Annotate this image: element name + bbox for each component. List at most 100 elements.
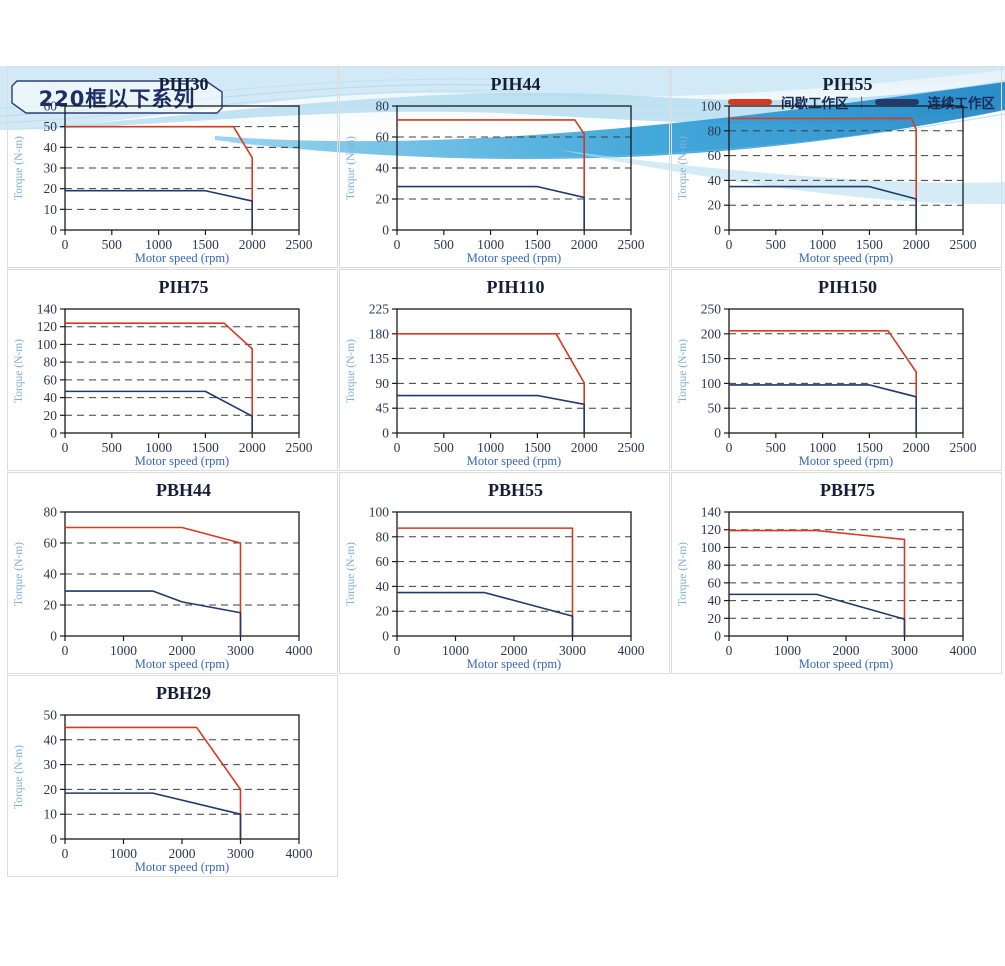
chart-title: PIH55 <box>822 74 873 94</box>
y-tick-label: 0 <box>50 426 57 441</box>
x-tick-label: 1500 <box>856 440 883 455</box>
y-tick-label: 60 <box>376 130 390 145</box>
x-tick-label: 0 <box>726 237 733 252</box>
intermittent-zone-line <box>65 726 242 839</box>
x-tick-label: 4000 <box>950 643 977 658</box>
y-axis-label: Torque (N-m) <box>13 136 25 200</box>
x-axis-label: Motor speed (rpm) <box>135 454 229 468</box>
continuous-zone-line <box>397 591 574 636</box>
y-tick-label: 10 <box>44 807 58 822</box>
x-axis-label: Motor speed (rpm) <box>135 251 229 265</box>
x-tick-label: 1500 <box>192 237 219 252</box>
chart-card-pih110: PIH110 0 45 90 135 180 225 0 500 1000 1500 2000 2500… <box>339 269 670 471</box>
chart-title: PIH44 <box>490 74 541 94</box>
intermittent-zone-line <box>729 330 917 433</box>
x-tick-label: 2000 <box>571 440 598 455</box>
x-tick-label: 0 <box>394 643 401 658</box>
y-tick-label: 20 <box>44 408 58 423</box>
intermittent-zone-line <box>729 529 906 636</box>
y-tick-label: 50 <box>44 708 58 723</box>
x-tick-label: 4000 <box>618 643 645 658</box>
chart-title: PBH55 <box>487 480 543 500</box>
x-tick-label: 0 <box>62 643 69 658</box>
y-tick-label: 20 <box>376 604 390 619</box>
x-tick-label: 1000 <box>145 237 172 252</box>
y-tick-label: 60 <box>44 372 58 387</box>
x-axis-label: Motor speed (rpm) <box>467 454 561 468</box>
x-tick-label: 1000 <box>145 440 172 455</box>
y-tick-label: 20 <box>44 181 58 196</box>
x-tick-label: 1000 <box>442 643 469 658</box>
y-axis-label: Torque (N-m) <box>677 542 689 606</box>
plot-border <box>728 308 964 434</box>
y-tick-label: 30 <box>44 161 58 176</box>
chart-title: PBH44 <box>155 480 211 500</box>
chart-plot: 0 45 90 135 180 225 0 500 1000 1500 2000 2500 Motor … <box>345 302 645 469</box>
x-tick-label: 0 <box>726 643 733 658</box>
x-tick-label: 0 <box>62 846 69 861</box>
x-axis-label: Motor speed (rpm) <box>467 657 561 671</box>
plot-border <box>396 308 632 434</box>
y-tick-label: 50 <box>708 401 722 416</box>
y-tick-label: 140 <box>701 505 722 520</box>
y-tick-label: 225 <box>369 302 390 317</box>
x-tick-label: 1000 <box>774 643 801 658</box>
x-tick-label: 4000 <box>286 643 313 658</box>
y-tick-label: 80 <box>708 123 722 138</box>
chart-card-pbh29: PBH29 0 10 20 30 40 50 0 1000 2000 3000 4000 Motor s… <box>7 675 338 877</box>
intermittent-label: 间歇工作区 <box>780 96 849 112</box>
x-tick-label: 1000 <box>809 237 836 252</box>
chart-title: PIH30 <box>158 74 209 94</box>
x-tick-label: 2500 <box>286 237 313 252</box>
intermittent-zone-line <box>65 125 253 230</box>
y-tick-label: 100 <box>701 540 722 555</box>
intermittent-line-swatch <box>727 99 772 105</box>
y-tick-label: 80 <box>376 99 390 114</box>
chart-card-pih44: PIH44 0 20 40 60 80 0 500 1000 1500 2000 2500 Motor … <box>339 66 670 268</box>
x-tick-label: 2000 <box>169 643 196 658</box>
chart-title: PIH75 <box>158 277 209 297</box>
chart-card-pih150: PIH150 0 50 100 150 200 250 0 500 1000 1500 2000 250… <box>671 269 1002 471</box>
y-tick-label: 120 <box>37 319 58 334</box>
y-tick-label: 150 <box>701 351 722 366</box>
x-tick-label: 2000 <box>571 237 598 252</box>
y-tick-label: 0 <box>714 629 721 644</box>
x-tick-label: 2500 <box>286 440 313 455</box>
y-tick-label: 0 <box>50 629 57 644</box>
continuous-line-swatch <box>874 99 919 105</box>
x-axis-label: Motor speed (rpm) <box>799 454 893 468</box>
x-tick-label: 500 <box>434 440 455 455</box>
chart-plot: 0 10 20 30 40 50 0 1000 2000 3000 4000 Motor speed … <box>13 708 313 875</box>
legend-separator: | <box>859 95 864 109</box>
chart-card-pih75: PIH75 0 20 40 60 80 100 120 140 0 500 1000 1500 2000 2… <box>7 269 338 471</box>
continuous-zone-line <box>397 394 585 433</box>
chart-title: PIH110 <box>486 277 545 297</box>
x-tick-label: 2000 <box>239 237 266 252</box>
y-tick-label: 100 <box>701 99 722 114</box>
y-tick-label: 60 <box>44 536 58 551</box>
continuous-label: 连续工作区 <box>927 96 996 112</box>
y-tick-label: 10 <box>44 202 58 217</box>
x-tick-label: 500 <box>766 237 787 252</box>
x-tick-label: 1000 <box>477 237 504 252</box>
y-axis-label: Torque (N-m) <box>345 339 357 403</box>
y-tick-label: 200 <box>701 326 722 341</box>
x-tick-label: 1000 <box>110 846 137 861</box>
x-tick-label: 1500 <box>192 440 219 455</box>
x-tick-label: 2500 <box>618 440 645 455</box>
y-tick-label: 180 <box>369 326 390 341</box>
legend: 间歇工作区 | 连续工作区 <box>727 92 996 112</box>
top-banner: 220框以下系列 间歇工作区 | 连续工作区 <box>0 66 1005 226</box>
x-tick-label: 0 <box>394 440 401 455</box>
y-tick-label: 40 <box>376 579 390 594</box>
x-tick-label: 1000 <box>477 440 504 455</box>
y-tick-label: 60 <box>376 554 390 569</box>
x-tick-label: 0 <box>62 440 69 455</box>
x-tick-label: 1500 <box>524 237 551 252</box>
y-tick-label: 90 <box>376 376 390 391</box>
y-axis-label: Torque (N-m) <box>13 745 25 809</box>
x-tick-label: 4000 <box>286 846 313 861</box>
